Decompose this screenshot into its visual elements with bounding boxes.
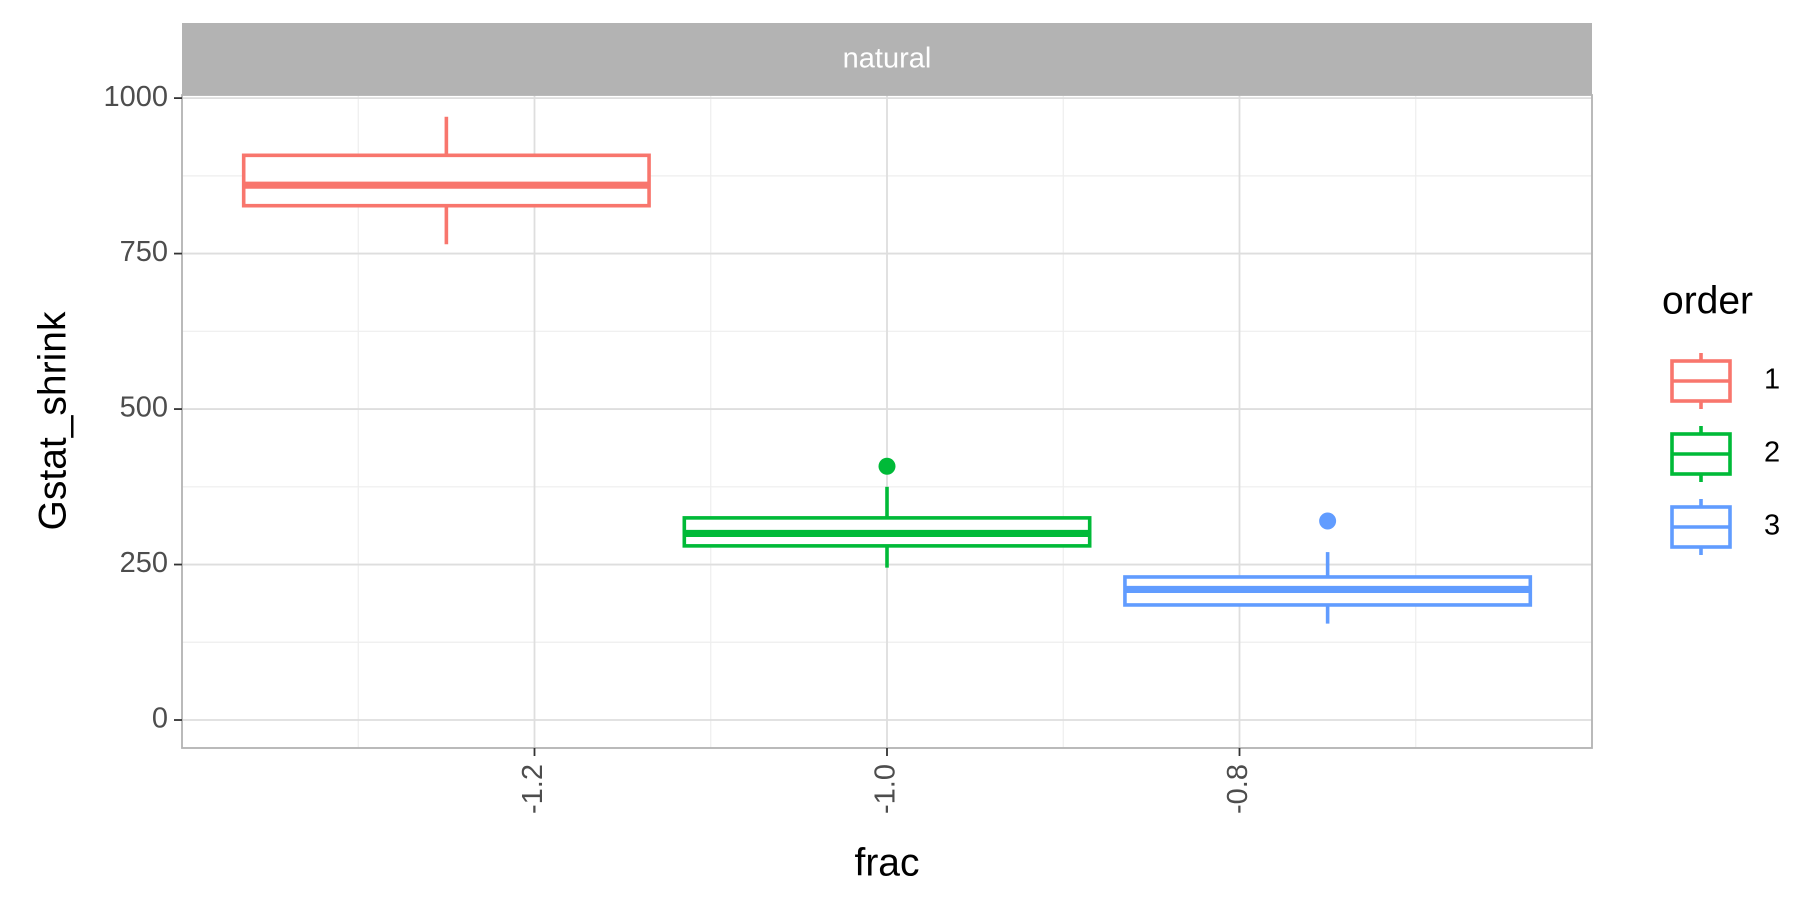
x-tick-label: -0.8: [1222, 764, 1254, 814]
legend-title: order: [1662, 279, 1753, 322]
x-axis-title: frac: [854, 841, 919, 884]
y-tick-label: 1000: [103, 81, 168, 113]
box-series-2: [682, 457, 1092, 568]
outlier-point: [1319, 512, 1337, 530]
legend-item-3: 3: [1670, 499, 1780, 555]
x-tick-label: -1.0: [870, 764, 902, 814]
y-tick-label: 250: [120, 547, 168, 579]
y-axis: 0 250 500 750 1000: [103, 81, 182, 735]
x-axis: -1.2 -1.0 -0.8: [517, 748, 1254, 814]
y-tick-label: 0: [152, 703, 168, 735]
legend: order 1 2 3: [1662, 279, 1780, 555]
box-series-1: [241, 116, 651, 245]
legend-item-2: 2: [1670, 426, 1780, 482]
facet-strip: [182, 23, 1592, 95]
legend-label: 2: [1764, 437, 1780, 469]
y-axis-title: Gstat_shrink: [31, 311, 74, 530]
box-series-3: [1123, 512, 1533, 624]
x-tick-label: -1.2: [517, 764, 549, 814]
facet-strip-label: natural: [843, 43, 932, 75]
legend-label: 3: [1764, 510, 1780, 542]
y-tick-label: 500: [120, 392, 168, 424]
legend-item-1: 1: [1670, 353, 1780, 409]
legend-label: 1: [1764, 364, 1780, 396]
box-layer: [241, 116, 1533, 624]
outlier-point: [878, 457, 896, 475]
y-tick-label: 750: [120, 236, 168, 268]
box-iqr: [241, 153, 651, 208]
